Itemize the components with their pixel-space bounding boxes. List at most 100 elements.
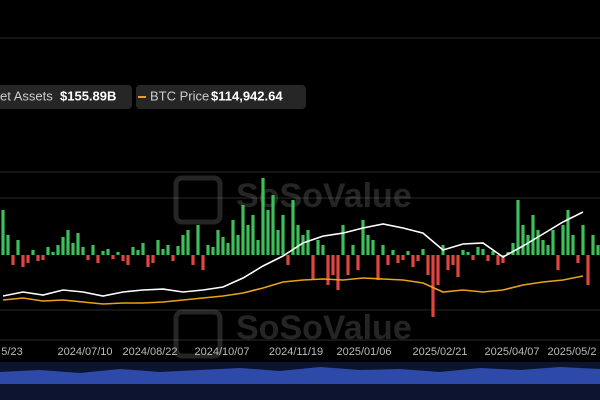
bar [501,255,505,263]
bar [271,195,275,255]
bar [401,255,405,260]
bar [446,255,450,270]
bar [581,225,585,255]
bar [391,250,395,255]
bar [586,255,590,285]
bar [296,225,300,255]
bar [576,255,580,263]
bar [496,255,500,265]
bar [76,233,80,255]
legend-box [0,85,132,109]
x-tick-label: 2025/05/2 [548,346,597,358]
watermark-text: SoSoValue [236,309,412,347]
bar [336,255,340,290]
bar [481,249,485,255]
bar [536,230,540,255]
bar [321,245,325,255]
bar [566,210,570,255]
bar [461,250,465,255]
bar [316,240,320,255]
bar [111,255,115,259]
bar [176,246,180,255]
bar [231,220,235,255]
bar [551,230,555,255]
bar [46,247,50,255]
bar [361,220,365,255]
x-tick-label: 2024/08/22 [122,346,177,358]
bar [211,247,215,255]
bar [256,240,260,255]
bar [206,245,210,255]
bar [201,255,205,270]
bar [101,251,105,255]
bar [81,247,85,255]
bar [151,255,155,263]
bar [251,215,255,255]
bar [421,249,425,255]
bar [306,230,310,255]
bar [166,245,170,255]
bar [451,255,455,265]
bar [61,237,65,255]
bar [31,250,35,255]
bar [546,245,550,255]
bar [226,243,230,255]
x-tick-label: 5/23 [1,346,22,358]
bar [431,255,435,317]
x-tick-label: 2025/04/07 [484,346,539,358]
bar [131,247,135,255]
bar [186,230,190,255]
bar [516,200,520,255]
bar [571,235,575,255]
bar [526,235,530,255]
bar [66,230,70,255]
x-tick-label: 2024/07/10 [57,346,112,358]
bar [596,245,600,255]
bar [491,251,495,255]
bar [106,249,110,255]
x-tick-label: 2025/02/21 [412,346,467,358]
bar [486,255,490,261]
bar [396,255,400,263]
bar [356,255,360,270]
bar [266,210,270,255]
bar [411,255,415,267]
bar [246,225,250,255]
bar [126,255,130,265]
bar [341,225,345,255]
legend-value: $114,942.64 [211,88,283,103]
bar [6,235,10,255]
bar [216,230,220,255]
line-series [2,275,584,305]
bar [521,225,525,255]
bar [466,252,470,255]
bar [366,235,370,255]
legend-label: BTC Price [150,88,209,103]
bar [281,215,285,255]
bar [141,243,145,255]
watermark-text: SoSoValue [236,177,412,215]
bar [531,215,535,255]
bar [221,237,225,255]
bar [71,243,75,255]
bar [21,255,25,267]
bar [416,255,420,261]
bar [121,255,125,261]
navigator-area [0,367,600,384]
bar [41,255,45,260]
watermark: SoSoValue SoSoValue [173,175,412,359]
x-tick-label: 2025/01/06 [336,346,391,358]
bar [406,251,410,255]
legend-label: et Assets [0,88,53,103]
bar [276,230,280,255]
legend-value: $155.89B [60,88,116,103]
x-tick-label: 2024/11/19 [269,346,323,358]
bar [51,252,55,255]
bar [386,255,390,265]
bar [56,245,60,255]
bar [16,240,20,255]
bar [236,235,240,255]
bar [311,255,315,280]
